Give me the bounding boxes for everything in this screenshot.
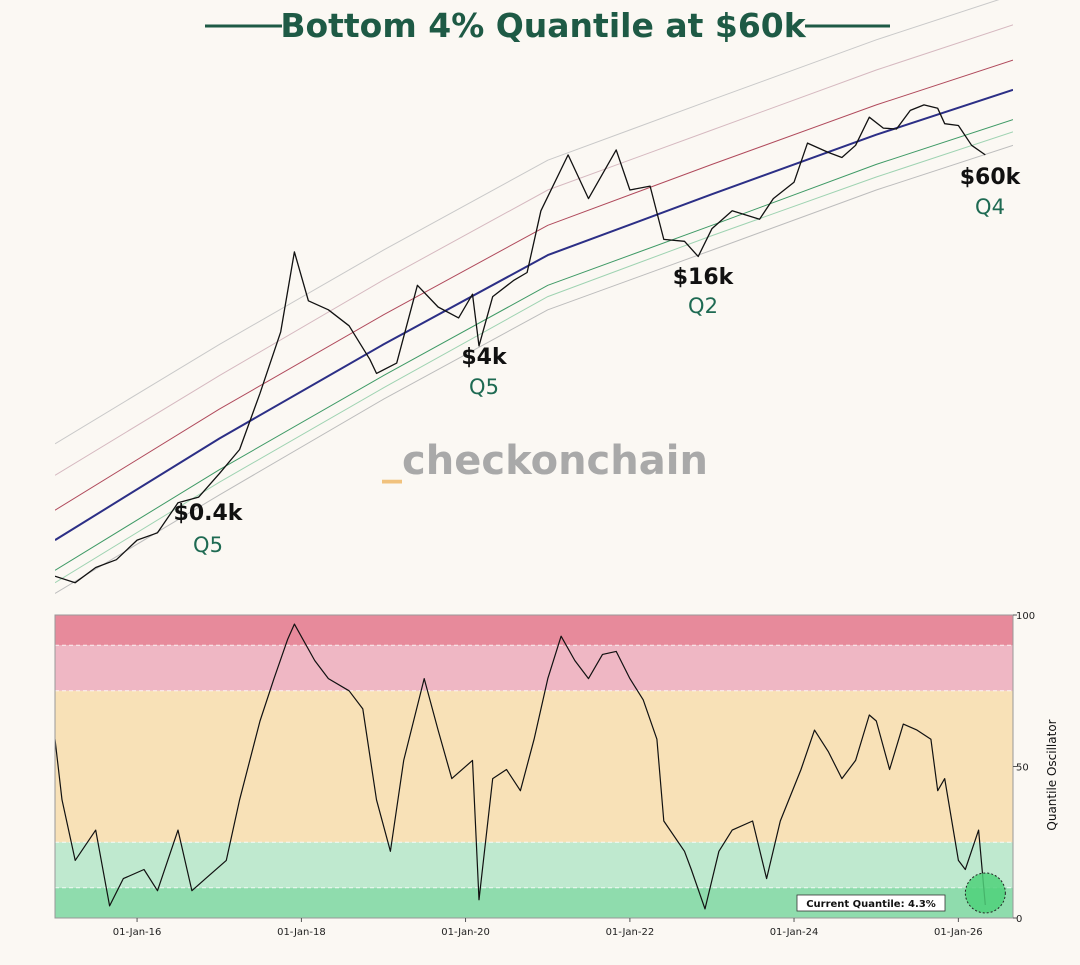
annotation-price: $60k	[960, 165, 1022, 190]
y-tick-label: 50	[1016, 763, 1029, 774]
data-line	[55, 144, 1013, 594]
zone	[55, 645, 1013, 691]
data-line	[55, 119, 1013, 571]
current-label-box	[796, 894, 946, 912]
annotation-price: $16k	[673, 265, 735, 290]
annotation-price: $0.4k	[174, 501, 244, 526]
data-line	[55, 59, 1013, 511]
x-tick-label: 01-Jan-24	[770, 927, 819, 938]
zone	[55, 690, 1013, 843]
data-line	[55, 0, 1000, 445]
zone	[55, 842, 1013, 888]
price-plot	[55, 0, 1013, 594]
title-backdrop	[260, 2, 820, 48]
annotation-quantile: Q5	[193, 533, 223, 557]
data-line	[55, 104, 986, 584]
watermark: _checkonchain	[382, 438, 708, 484]
chart-title: Bottom 4% Quantile at $60k	[280, 6, 806, 45]
y-axis-label: Quantile Oscillator	[1045, 719, 1059, 830]
zone	[55, 615, 1013, 646]
x-tick-label: 01-Jan-20	[441, 927, 490, 938]
annotation-price: $4k	[461, 345, 508, 370]
oscillator-series	[55, 623, 986, 910]
y-tick-label: 0	[1016, 914, 1022, 925]
annotation-quantile: Q5	[469, 375, 499, 399]
annotation-quantile: Q4	[975, 195, 1005, 219]
y-tick-label: 100	[1016, 611, 1035, 622]
x-tick-label: 01-Jan-16	[113, 927, 162, 938]
x-tick-label: 01-Jan-26	[934, 927, 983, 938]
x-tick-label: 01-Jan-22	[606, 927, 655, 938]
watermark-text: checkonchain	[402, 438, 708, 484]
watermark-prefix: _	[382, 438, 402, 484]
current-label: Current Quantile: 4.3%	[806, 899, 936, 910]
data-line	[55, 88, 1013, 541]
data-line	[55, 623, 986, 910]
current-marker	[964, 872, 1006, 914]
x-tick-label: 01-Jan-18	[277, 927, 326, 938]
overlay: Bottom 4% Quantile at $60k _checkonchain…	[174, 2, 1022, 557]
data-line	[55, 24, 1013, 476]
oscillator-plot: 0 50 100 01-Jan-16 01-Jan-18 01-Jan-20 01-Jan-…	[54, 611, 1059, 938]
annotation-quantile: Q2	[688, 294, 718, 318]
data-line	[55, 131, 1013, 584]
